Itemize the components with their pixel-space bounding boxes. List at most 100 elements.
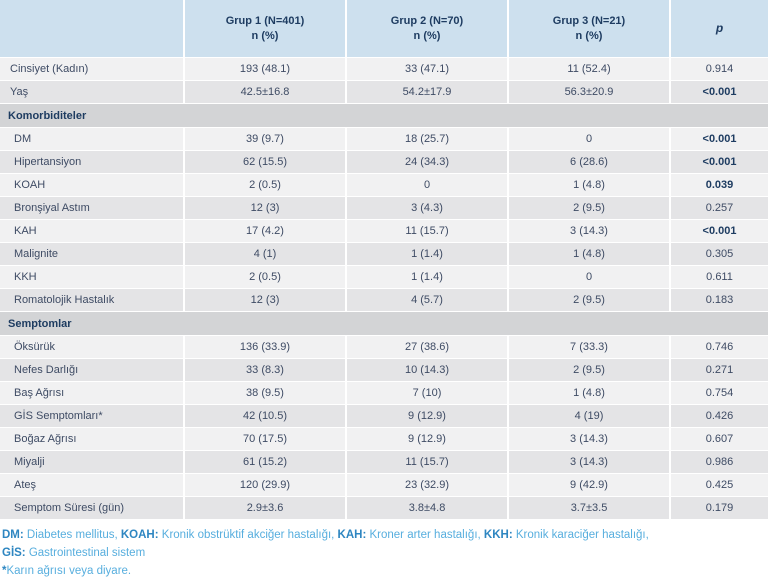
col-header-group3-line2: n (%) [575,29,603,42]
cell-p-value: 0.607 [669,428,768,450]
cell-group3: 1 (4.8) [507,174,669,196]
cell-group2: 54.2±17.9 [345,81,507,103]
cell-group1: 4 (1) [183,243,345,265]
row-label: KKH [0,266,183,288]
cell-group1: 193 (48.1) [183,58,345,80]
table-row: Semptom Süresi (gün) 2.9±3.6 3.8±4.8 3.7±3.… [0,496,768,519]
footnote-abbreviation: KKH: [483,529,513,541]
cell-group2: 10 (14.3) [345,359,507,381]
cell-p-value: 0.183 [669,289,768,311]
cell-group1: 2 (0.5) [183,174,345,196]
cell-group2: 11 (15.7) [345,451,507,473]
table-row: Öksürük 136 (33.9) 27 (38.6) 7 (33.3) 0.746 [0,335,768,358]
row-label: Öksürük [0,336,183,358]
footnote-text: Kronik obstrüktif akciğer hastalığı, [158,529,338,541]
cell-group1: 61 (15.2) [183,451,345,473]
table-row: KKH 2 (0.5) 1 (1.4) 0 0.611 [0,265,768,288]
footnote-abbreviation: GİS: [2,547,26,559]
cell-group1: 39 (9.7) [183,128,345,150]
cell-p-value: 0.271 [669,359,768,381]
table-row: KOAH 2 (0.5) 0 1 (4.8) 0.039 [0,173,768,196]
col-header-group2-line1: Grup 2 (N=70) [390,14,464,27]
comparison-table: Grup 1 (N=401) n (%) Grup 2 (N=70) n (%)… [0,0,768,519]
cell-p-value: <0.001 [669,128,768,150]
cell-group3: 0 [507,128,669,150]
footnote-line: *Karın ağrısı veya diyare. [2,562,762,578]
table-row: Yaş 42.5±16.8 54.2±17.9 56.3±20.9 <0.001 [0,80,768,103]
footnote-line: GİS: Gastrointestinal sistem [2,544,762,562]
row-label: Bronşiyal Astım [0,197,183,219]
cell-group3: 6 (28.6) [507,151,669,173]
cell-p-value: 0.179 [669,497,768,519]
cell-p-value: 0.611 [669,266,768,288]
cell-p-value: 0.039 [669,174,768,196]
table-row: Hipertansiyon 62 (15.5) 24 (34.3) 6 (28.6) <… [0,150,768,173]
col-header-group2: Grup 2 (N=70) n (%) [345,0,507,57]
table-row: Baş Ağrısı 38 (9.5) 7 (10) 1 (4.8) 0.754 [0,381,768,404]
cell-group2: 3 (4.3) [345,197,507,219]
footnote-abbreviation: KAH: [337,529,367,541]
row-label: Yaş [0,81,183,103]
cell-group3: 3 (14.3) [507,428,669,450]
row-label: Nefes Darlığı [0,359,183,381]
col-header-group3-line1: Grup 3 (N=21) [552,14,626,27]
cell-group3: 2 (9.5) [507,197,669,219]
row-label: GİS Semptomları* [0,405,183,427]
row-label: KOAH [0,174,183,196]
table-row: Miyalji 61 (15.2) 11 (15.7) 3 (14.3) 0.986 [0,450,768,473]
footnote-abbreviation: KOAH: [120,529,159,541]
cell-group1: 38 (9.5) [183,382,345,404]
cell-group1: 33 (8.3) [183,359,345,381]
cell-group3: 3.7±3.5 [507,497,669,519]
table-row: Cinsiyet (Kadın) 193 (48.1) 33 (47.1) 11 (5… [0,57,768,80]
section-label: Komorbiditeler [8,109,87,122]
table-row: Bronşiyal Astım 12 (3) 3 (4.3) 2 (9.5) 0.257 [0,196,768,219]
cell-group3: 3 (14.3) [507,451,669,473]
cell-p-value: 0.305 [669,243,768,265]
cell-group3: 11 (52.4) [507,58,669,80]
cell-group2: 9 (12.9) [345,405,507,427]
cell-p-value: 0.914 [669,58,768,80]
col-header-group1-line2: n (%) [251,29,279,42]
cell-p-value: 0.986 [669,451,768,473]
table-row: Malignite 4 (1) 1 (1.4) 1 (4.8) 0.305 [0,242,768,265]
cell-group1: 62 (15.5) [183,151,345,173]
footnote-abbreviation: * [2,565,7,577]
cell-group3: 7 (33.3) [507,336,669,358]
row-label: Malignite [0,243,183,265]
cell-p-value: 0.425 [669,474,768,496]
cell-group1: 17 (4.2) [183,220,345,242]
row-label: DM [0,128,183,150]
table-header-row: Grup 1 (N=401) n (%) Grup 2 (N=70) n (%)… [0,0,768,57]
cell-group2: 9 (12.9) [345,428,507,450]
cell-group3: 0 [507,266,669,288]
cell-group3: 4 (19) [507,405,669,427]
col-header-group2-line2: n (%) [413,29,441,42]
table-row: GİS Semptomları* 42 (10.5) 9 (12.9) 4 (19) 0… [0,404,768,427]
cell-group1: 42 (10.5) [183,405,345,427]
table-row: KAH 17 (4.2) 11 (15.7) 3 (14.3) <0.001 [0,219,768,242]
cell-group2: 24 (34.3) [345,151,507,173]
table-row: DM 39 (9.7) 18 (25.7) 0 <0.001 [0,127,768,150]
row-label: KAH [0,220,183,242]
table-rows: Cinsiyet (Kadın) 193 (48.1) 33 (47.1) 11 (5… [0,57,768,519]
cell-group2: 27 (38.6) [345,336,507,358]
col-header-group3: Grup 3 (N=21) n (%) [507,0,669,57]
cell-group2: 18 (25.7) [345,128,507,150]
row-label: Ateş [0,474,183,496]
col-header-group1-line1: Grup 1 (N=401) [225,14,305,27]
footnote-text: Kronik karaciğer hastalığı, [512,529,649,541]
col-header-corner [0,0,183,57]
cell-group1: 12 (3) [183,197,345,219]
row-label: Romatolojik Hastalık [0,289,183,311]
cell-group2: 0 [345,174,507,196]
cell-p-value: <0.001 [669,151,768,173]
cell-group3: 2 (9.5) [507,289,669,311]
cell-p-value: 0.426 [669,405,768,427]
section-label: Semptomlar [8,317,72,330]
cell-group3: 2 (9.5) [507,359,669,381]
cell-p-value: 0.746 [669,336,768,358]
cell-group2: 33 (47.1) [345,58,507,80]
section-row: Komorbiditeler [0,103,768,127]
